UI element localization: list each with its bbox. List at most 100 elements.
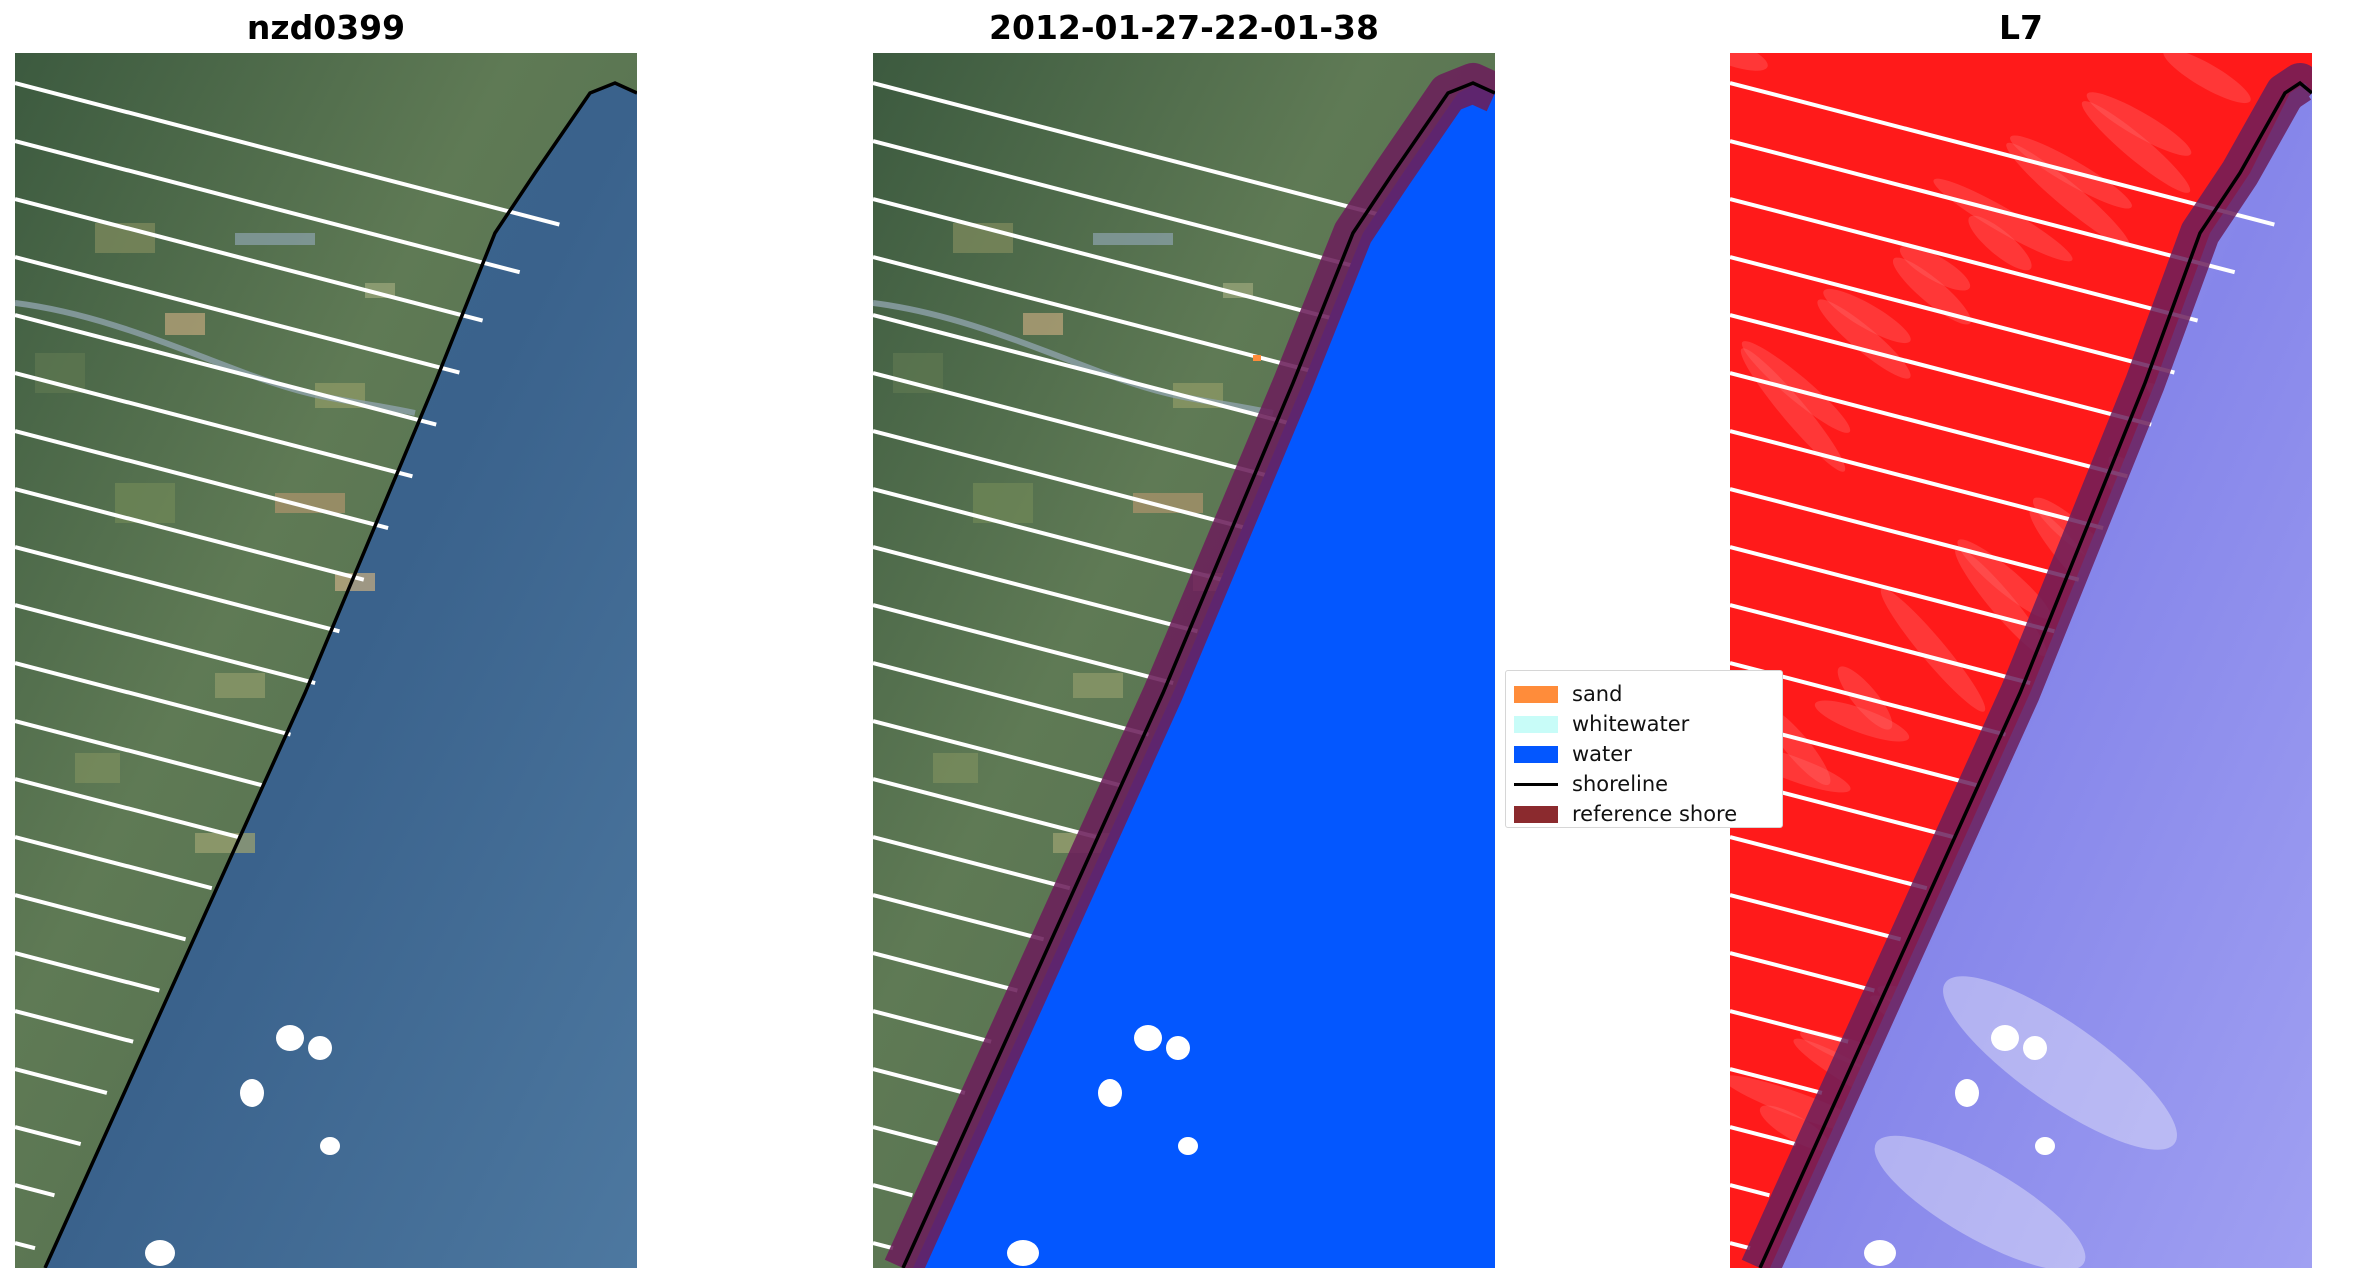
scanline-gap-stripe: [873, 1183, 913, 1198]
land-texture-blob: [1880, 588, 1986, 712]
land-texture-blob: [1892, 257, 1972, 325]
legend-item-shoreline: shoreline: [1514, 771, 1668, 797]
land-texture-blob: [2081, 101, 2191, 193]
farmland-patch: [235, 233, 315, 245]
scanline-gap-stripe: [873, 429, 1247, 530]
whitewater-swatch: [1514, 715, 1558, 733]
scanline-gap-stripe: [15, 371, 413, 479]
scanline-gap-stripe: [15, 1241, 36, 1251]
shoreline-line: [1758, 80, 2312, 1268]
farmland-patch: [35, 353, 85, 393]
land-texture-blob: [2163, 53, 2251, 104]
farmland-patch: [195, 833, 255, 853]
legend-item-whitewater: whitewater: [1514, 711, 1689, 737]
scanline-gap-stripe: [1730, 313, 2152, 427]
scanline-gap-stripe: [15, 893, 187, 942]
scanline-gap-stripe: [15, 1009, 134, 1044]
land-texture-blob: [1814, 700, 1910, 742]
scanline-gap-stripe: [873, 719, 1123, 788]
scanline-gap-stripe: [15, 197, 484, 323]
legend-label: sand: [1572, 682, 1623, 706]
shoreline-line: [43, 81, 637, 1268]
scanline-gap-stripe: [873, 545, 1198, 634]
scanline-gap-stripe: [1730, 1009, 1849, 1044]
scanline-gap-stripe: [15, 719, 265, 788]
scanline-gap-stripe: [1730, 545, 2055, 634]
land-texture-blob: [1968, 215, 2032, 271]
scanline-gap-stripe: [15, 1125, 82, 1147]
scanline-gap-stripe: [1730, 1183, 1770, 1198]
scanline-gap-stripe: [15, 81, 560, 227]
land-texture-blob: [1899, 245, 1971, 291]
cloud-patches: [1007, 1025, 1198, 1266]
scanline-gap-stripe: [1730, 139, 2236, 275]
scanline-gap-stripe: [873, 661, 1149, 737]
legend: sand whitewater water shoreline referenc…: [1505, 670, 1783, 828]
land-texture-blob: [1955, 547, 2047, 657]
scanline-gap-stripe: [873, 487, 1223, 582]
scanline-gap-stripe: [873, 893, 1045, 942]
land-texture-blob: [2086, 92, 2192, 156]
scanline-gap-stripe: [15, 313, 437, 427]
index-image: [1730, 53, 2312, 1268]
shoreline-swatch: [1514, 782, 1558, 786]
scanline-gap-stripe: [873, 1067, 966, 1095]
scanline-gap-stripe: [873, 81, 1418, 227]
legend-item-reference-shore: reference shore: [1514, 801, 1737, 827]
scanline-gap-stripe: [1730, 835, 1928, 891]
farmland-patch: [215, 673, 265, 698]
cloud-patches: [1864, 1025, 2055, 1266]
scanline-gap-stripe: [15, 139, 521, 275]
farmland-patch: [1073, 673, 1123, 698]
scanline-gap-stripe: [873, 139, 1379, 275]
haze-streaks: [1874, 976, 2177, 1268]
farmland-patch: [1023, 313, 1063, 335]
scanline-gap-stripe: [873, 1241, 894, 1251]
scanline-gap-stripe: [15, 429, 389, 530]
scanline-gap-stripe: [15, 255, 460, 375]
farmland-patches: [15, 223, 416, 853]
scanline-gap-stripe: [873, 313, 1295, 427]
scanline-gap-stripe: [15, 661, 291, 737]
sand-pixel: [1253, 355, 1261, 361]
legend-label: whitewater: [1572, 712, 1690, 736]
panel-title-index: L7: [1999, 8, 2043, 47]
legend-item-sand: sand: [1514, 681, 1622, 707]
scanline-gap-stripe: [1730, 603, 2031, 685]
scanline-gap-stripe: [15, 603, 316, 685]
land-texture-blob: [1730, 53, 1768, 71]
sand-swatch: [1514, 685, 1558, 703]
farmland-patch: [1093, 233, 1173, 245]
panel-title-classified: 2012-01-27-22-01-38: [989, 8, 1379, 47]
scanline-gap-stripe: [873, 1009, 992, 1044]
scanline-gap-stripe: [1730, 197, 2199, 323]
scanline-gap-stripe: [15, 1183, 55, 1198]
scanline-gap-stripe: [873, 835, 1071, 891]
farmland-patch: [75, 753, 120, 783]
scanline-gap-stripe: [1730, 1241, 1751, 1251]
scanline-gap-stripe: [1730, 429, 2104, 530]
scanline-gap-stripe: [1730, 487, 2080, 582]
scanline-gap-stripes: [873, 81, 1418, 1251]
land-texture-blob: [2006, 142, 2130, 248]
farmland-patch: [165, 313, 205, 335]
shoreline-line: [901, 81, 1495, 1268]
land-texture-blob: [1823, 288, 1911, 344]
farmland-patch: [335, 573, 375, 591]
scanline-gap-stripe: [873, 371, 1271, 479]
scanline-gap-stripe: [1730, 1067, 1823, 1095]
land-texture-blob: [1740, 348, 1846, 472]
scanline-gap-stripe: [873, 603, 1174, 685]
panel-title-rgb: nzd0399: [246, 8, 406, 47]
land-texture-blob: [1741, 341, 1851, 433]
legend-item-water: water: [1514, 741, 1632, 767]
scanline-gap-stripe: [873, 1125, 940, 1147]
scanline-gap-stripe: [1730, 951, 1875, 993]
scanline-gap-stripe: [1730, 255, 2175, 375]
scanline-gap-stripe: [1730, 81, 2275, 227]
land-texture-blob: [1957, 539, 2051, 619]
rgb-satellite-image: [15, 53, 637, 1268]
scanline-gap-stripes: [15, 81, 560, 1251]
farmland-patch: [275, 493, 345, 513]
scanline-gap-stripe: [15, 487, 365, 582]
